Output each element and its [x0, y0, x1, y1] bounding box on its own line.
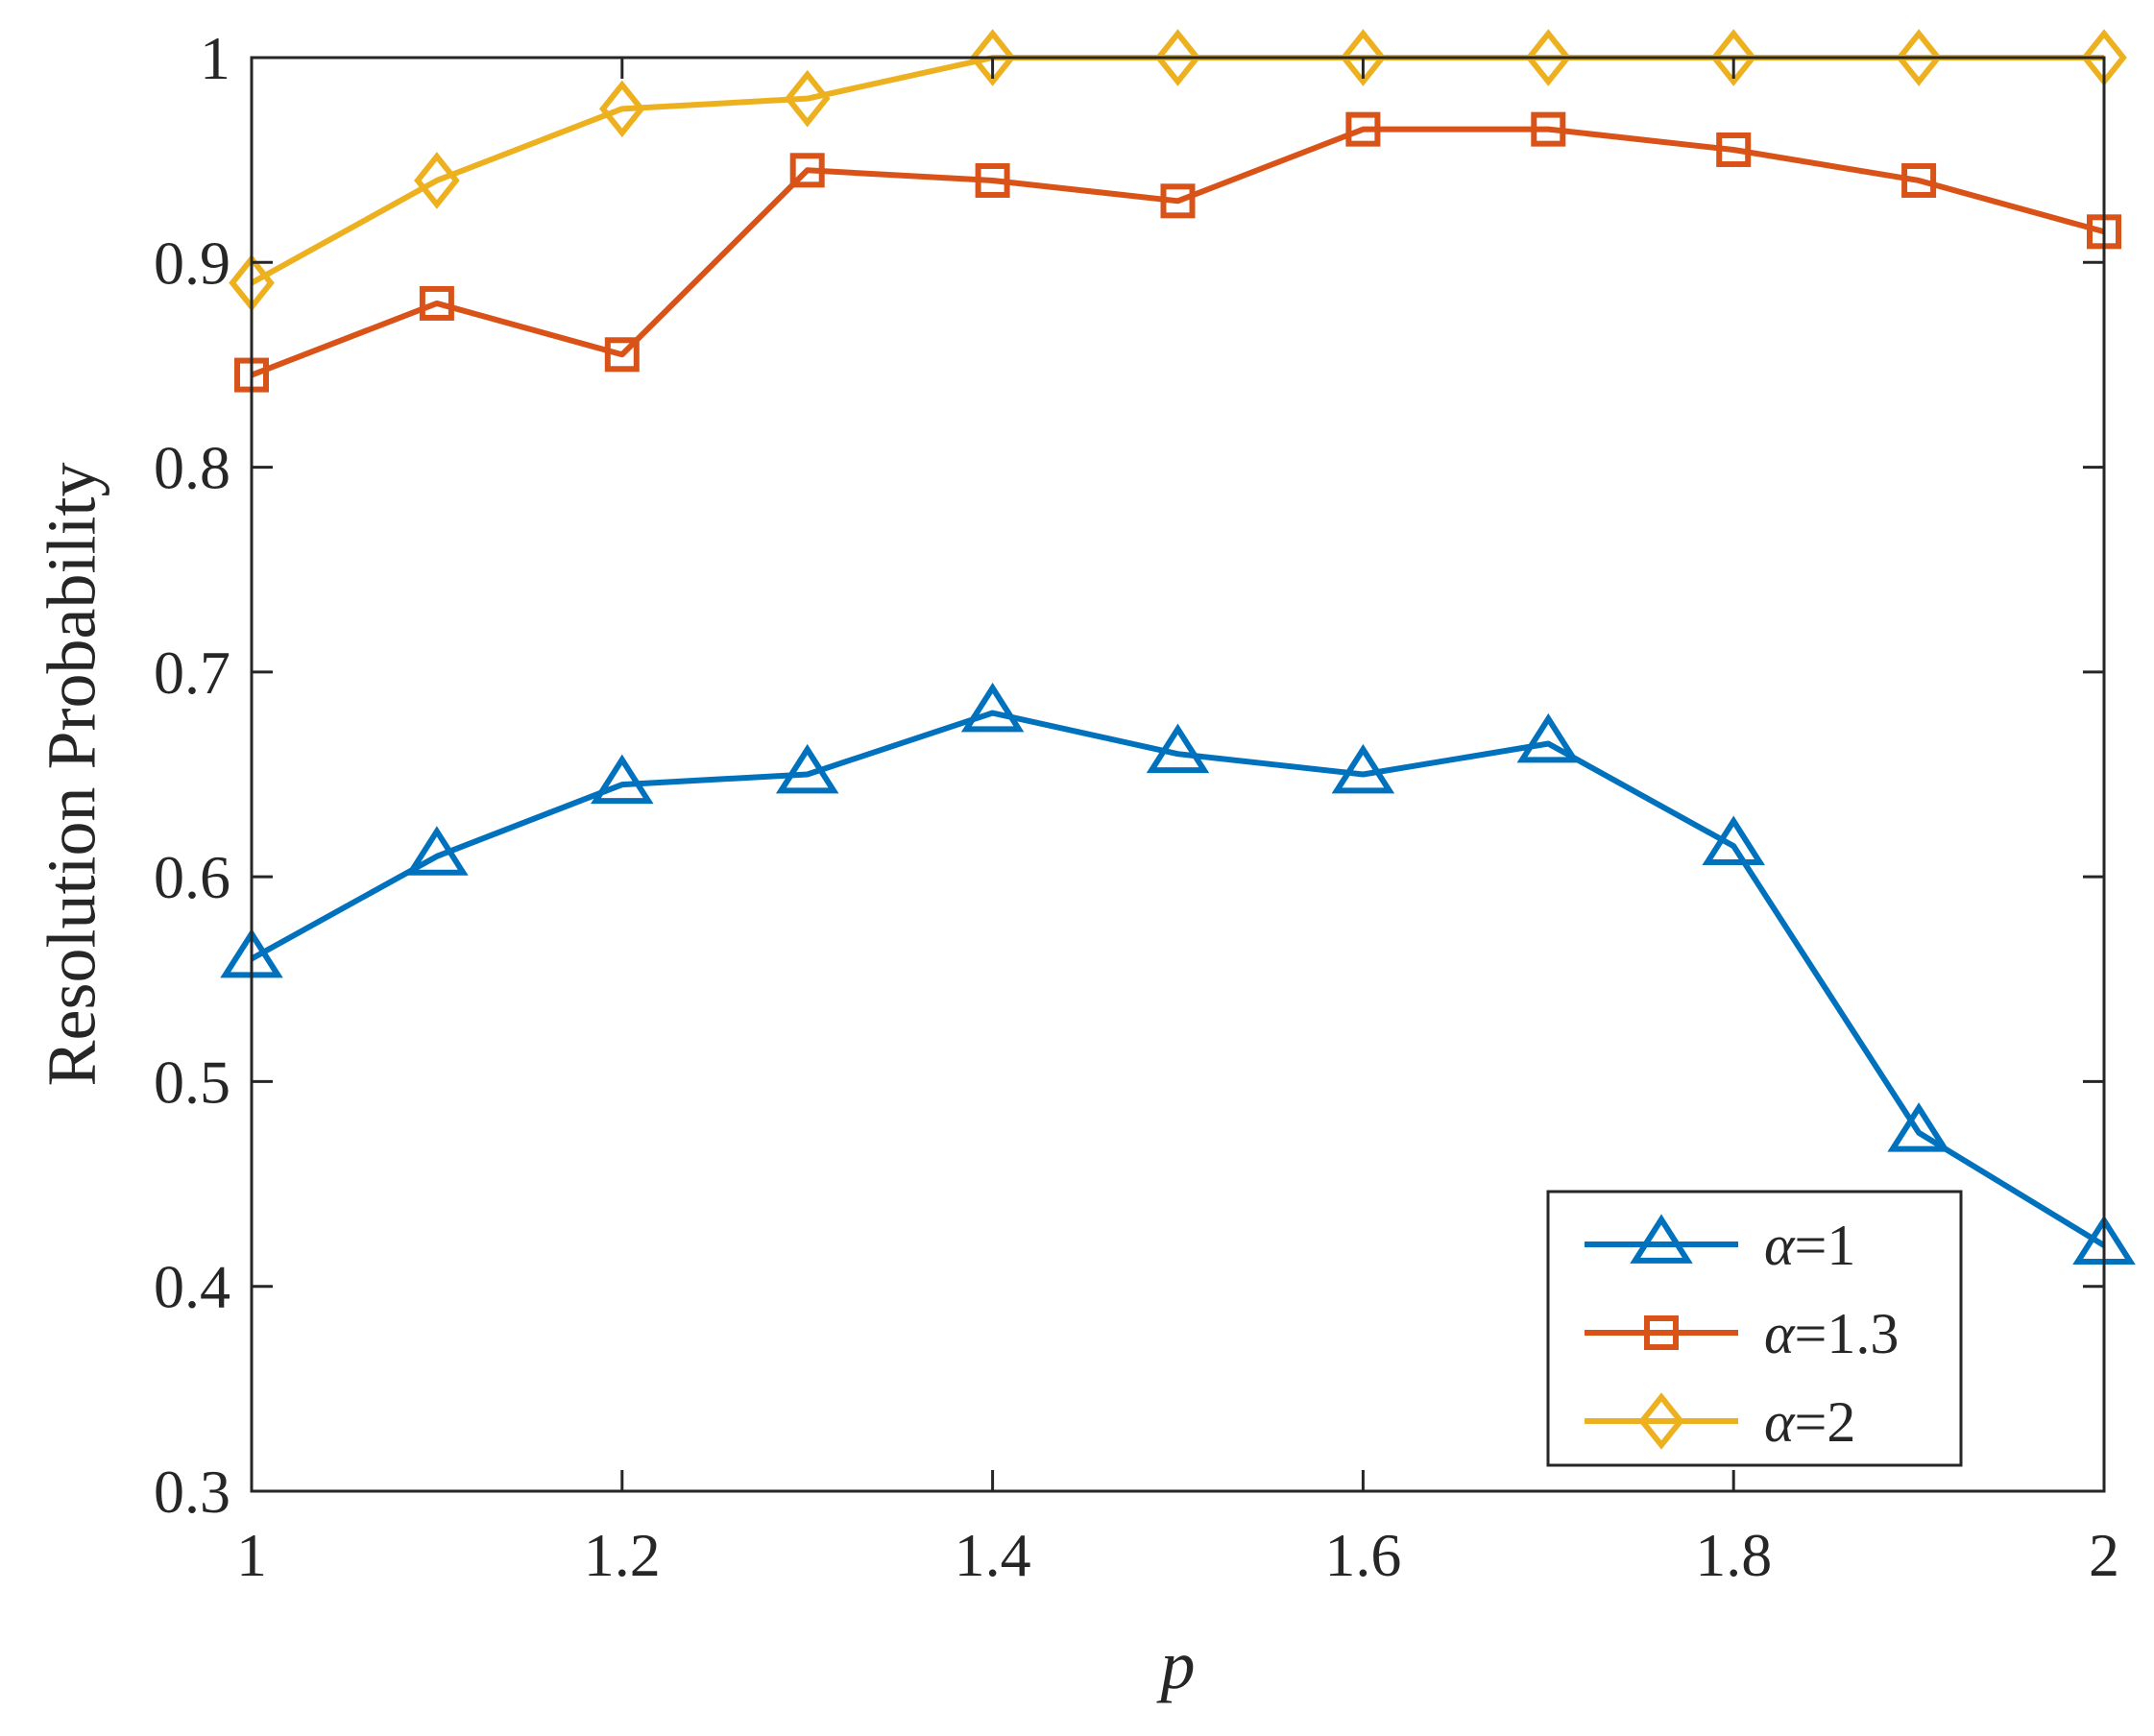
data-point-triangle — [1146, 723, 1210, 774]
x-axis-label: p — [1156, 1627, 1196, 1703]
y-tick-label: 0.4 — [154, 1253, 230, 1321]
x-tick-label: 1 — [236, 1521, 267, 1589]
y-axis-label: Resolution Probability — [34, 462, 110, 1086]
data-point-triangle — [1516, 712, 1581, 763]
x-tick-label: 1.6 — [1324, 1521, 1401, 1589]
legend-label: α=1 — [1764, 1214, 1855, 1277]
data-point-triangle — [960, 682, 1025, 733]
data-point-diamond — [784, 69, 831, 128]
data-point-square — [1160, 183, 1196, 219]
data-point-triangle — [1331, 743, 1395, 794]
x-tick-label: 1.8 — [1695, 1521, 1772, 1589]
legend: α=1 α=1.3 α=2 — [1546, 1190, 1963, 1467]
data-point-triangle — [1702, 815, 1765, 866]
data-point-diamond — [598, 80, 645, 138]
x-tick-label: 2 — [2089, 1521, 2119, 1589]
series-line — [250, 126, 2105, 378]
legend-label: α=1.3 — [1764, 1302, 1899, 1365]
data-point-diamond — [1154, 29, 1201, 86]
series-line — [250, 710, 2106, 1248]
data-point-triangle — [591, 754, 654, 805]
data-point-diamond — [1525, 29, 1572, 86]
x-tick-label: 1.4 — [955, 1521, 1031, 1589]
legend-marker-square — [1644, 1315, 1679, 1350]
data-point-diamond — [1896, 29, 1942, 86]
y-tick-label: 1 — [200, 24, 230, 92]
data-point-diamond — [414, 152, 460, 209]
axes-box — [250, 56, 2106, 1493]
data-point-square — [789, 153, 825, 188]
data-point-square — [1901, 162, 1937, 198]
ticks-layer: 1 1.2 1.4 1.6 1.8 2 0.3 0.4 0.5 0.6 0.7 0.8 0.9 1 — [154, 24, 2119, 1589]
data-point-square — [1716, 132, 1752, 167]
data-point-square — [419, 285, 454, 321]
data-point-square — [1345, 111, 1381, 147]
legend-item: α=1.3 — [1585, 1302, 1899, 1365]
y-tick-label: 0.6 — [154, 843, 230, 911]
data-point-square — [604, 337, 640, 373]
data-point-diamond — [969, 29, 1016, 86]
data-point-triangle — [405, 826, 469, 876]
y-tick-label: 0.7 — [154, 639, 230, 707]
y-tick-label: 0.9 — [154, 229, 230, 297]
data-point-square — [1531, 111, 1566, 147]
axes-frame — [250, 56, 2106, 1493]
legend-label: α=2 — [1764, 1390, 1855, 1454]
legend-box — [1546, 1190, 1963, 1467]
data-point-diamond — [1710, 29, 1757, 86]
legend-item: α=2 — [1585, 1390, 1855, 1454]
legend-marker-triangle — [1630, 1214, 1693, 1264]
y-tick-label: 0.5 — [154, 1048, 230, 1116]
legend-item: α=1 — [1585, 1214, 1855, 1277]
data-point-triangle — [1887, 1102, 1950, 1152]
series-layer — [220, 29, 2136, 1265]
y-tick-label: 0.8 — [154, 434, 230, 502]
data-point-square — [975, 162, 1010, 198]
series-1 — [220, 682, 2136, 1265]
data-point-diamond — [1340, 29, 1387, 86]
y-tick-label: 0.3 — [154, 1458, 230, 1526]
x-tick-label: 1.2 — [584, 1521, 661, 1589]
legend-marker-diamond — [1638, 1392, 1684, 1450]
data-point-triangle — [775, 743, 839, 794]
